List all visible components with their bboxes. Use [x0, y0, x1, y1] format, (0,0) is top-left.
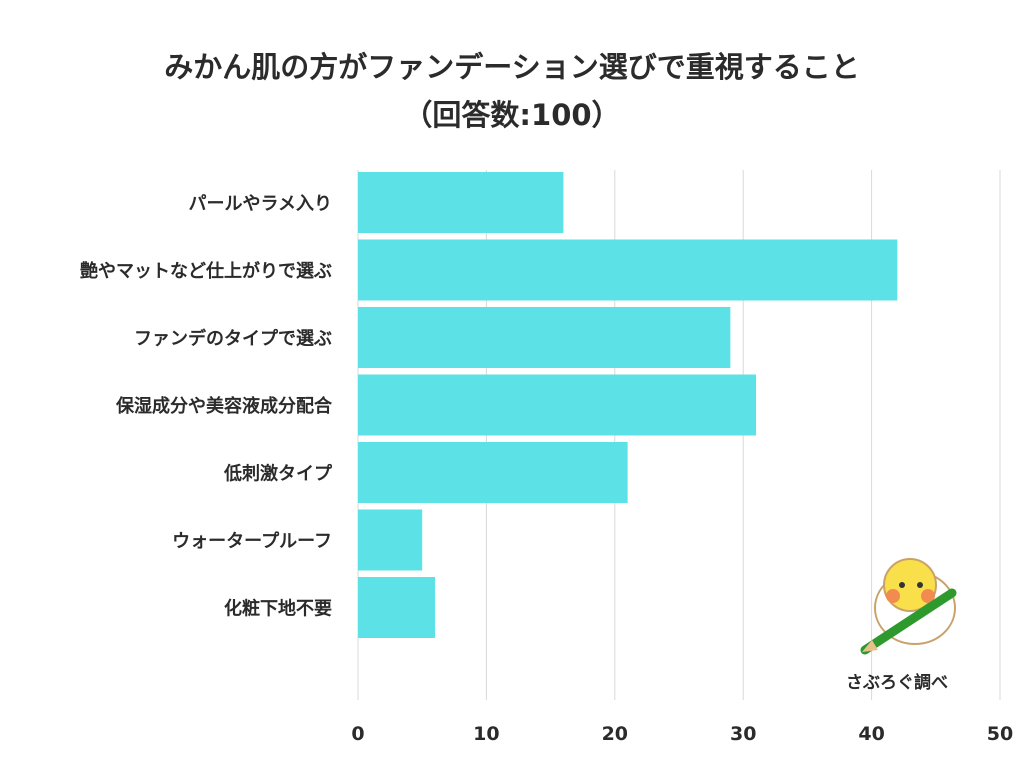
category-label: 保湿成分や美容液成分配合 — [115, 395, 333, 417]
category-label: 化粧下地不要 — [224, 598, 332, 620]
category-label: 艶やマットなど仕上がりで選ぶ — [80, 260, 332, 282]
chart-subtitle: （回答数:100） — [403, 98, 621, 132]
bar — [358, 374, 757, 436]
x-tick-label: 40 — [858, 723, 884, 745]
x-tick-label: 10 — [473, 723, 499, 745]
x-tick-label: 0 — [351, 723, 364, 745]
category-label: パールやラメ入り — [189, 194, 332, 215]
bar — [358, 239, 898, 301]
x-tick-label: 30 — [730, 723, 756, 745]
x-tick-label: 50 — [987, 723, 1013, 745]
category-label: ウォータープルーフ — [172, 530, 332, 552]
bar — [358, 577, 436, 638]
source-logo-text: さぶろぐ調べ — [846, 673, 948, 693]
bar — [358, 172, 564, 233]
category-label: 低刺激タイプ — [223, 463, 333, 485]
bar — [358, 307, 731, 368]
x-tick-label: 20 — [602, 723, 628, 745]
category-label: ファンデのタイプで選ぶ — [134, 328, 332, 350]
chart-title: みかん肌の方がファンデーション選びで重視すること — [164, 50, 860, 84]
bar — [358, 442, 628, 503]
bar — [358, 509, 423, 571]
